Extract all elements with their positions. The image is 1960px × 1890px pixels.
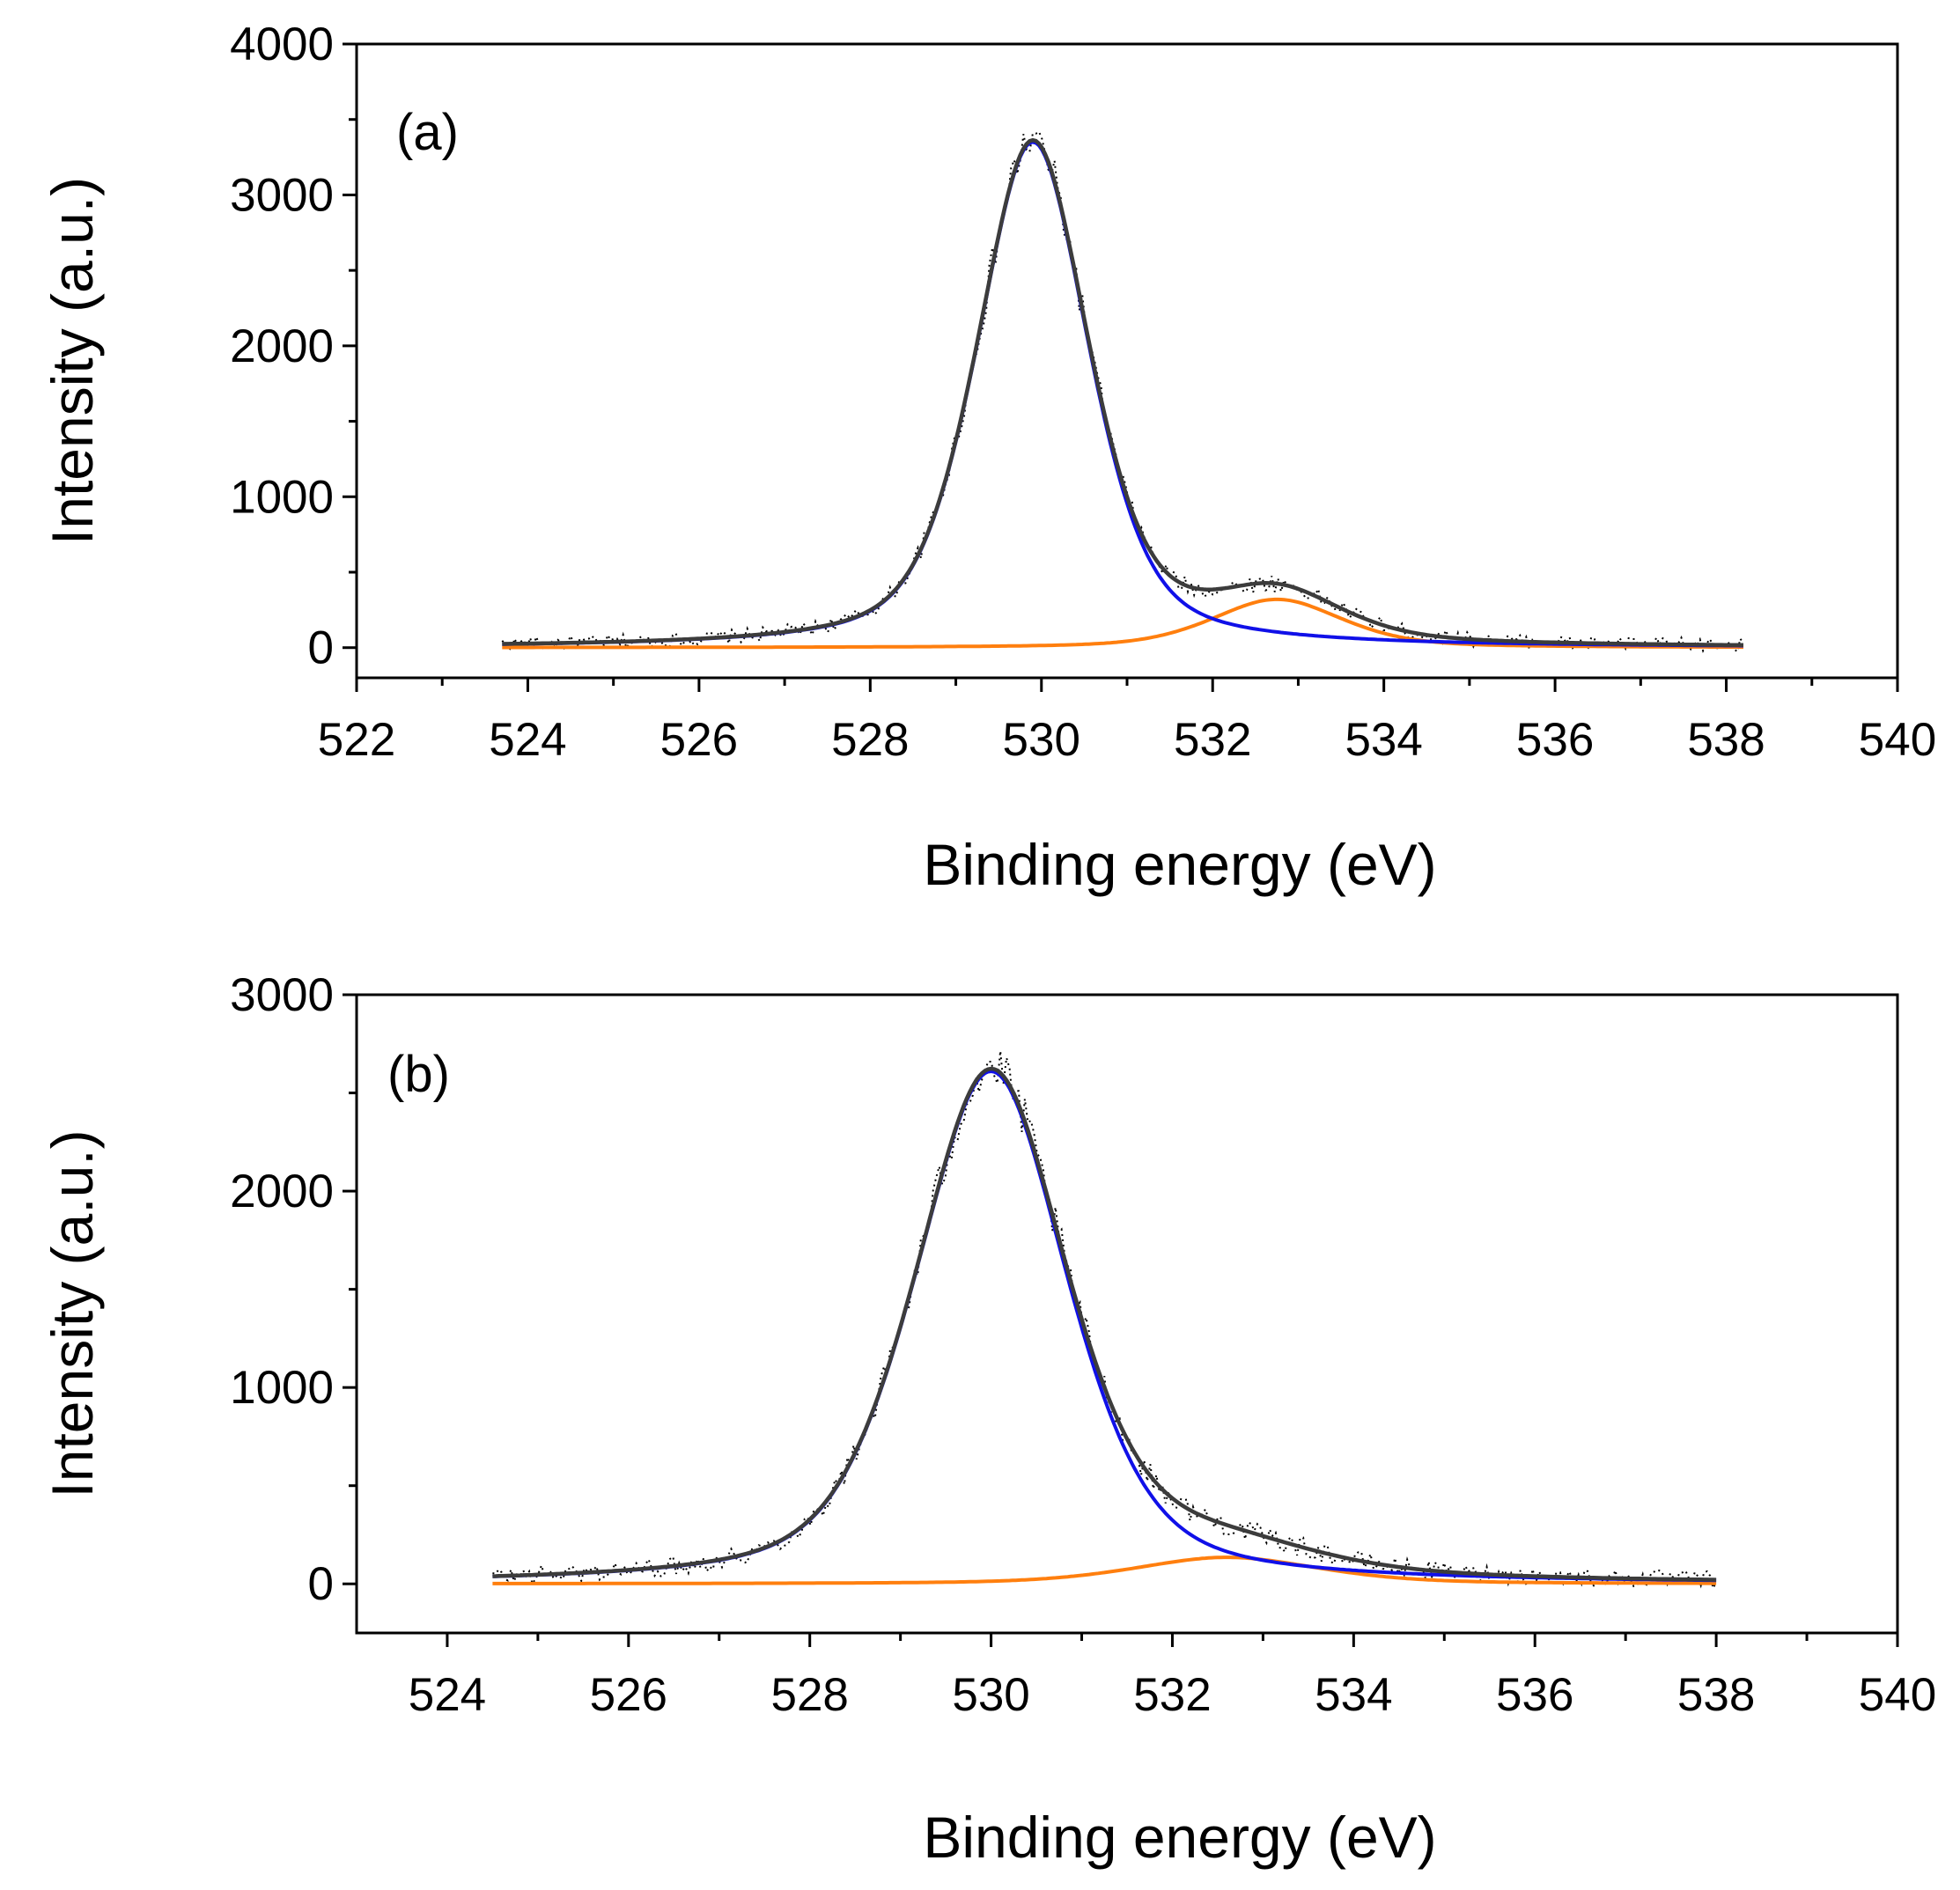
x-tick-label: 534	[1315, 1669, 1392, 1721]
x-axis-title: Binding energy (eV)	[923, 1805, 1436, 1870]
x-tick-label: 534	[1345, 714, 1422, 766]
x-tick-label: 538	[1687, 714, 1765, 766]
y-axis-title: Intensity (a.u.)	[40, 177, 105, 545]
y-axis-title: Intensity (a.u.)	[40, 1129, 105, 1497]
x-tick-label: 522	[318, 714, 395, 766]
panel-a: 522 524 526 528 530 532 534 536 538 540 0 1000 2000 3…	[40, 18, 1936, 897]
x-tick-label: 528	[770, 1669, 848, 1721]
x-tick-label: 524	[489, 714, 566, 766]
x-tick-label: 538	[1677, 1669, 1755, 1721]
x-tick-label: 530	[1003, 714, 1080, 766]
peak-1-series	[492, 1069, 1717, 1583]
y-tick-label: 4000	[230, 18, 334, 70]
peak-2-series	[492, 1555, 1717, 1585]
x-tick-label: 540	[1859, 1669, 1936, 1721]
x-axis-title: Binding energy (eV)	[923, 832, 1436, 897]
panel-b: 524 526 528 530 532 534 536 538 540 0 1000 2000 3000…	[40, 969, 1936, 1870]
peak-2-series	[502, 597, 1743, 650]
x-tick-label: 536	[1516, 714, 1594, 766]
x-tick-label: 526	[590, 1669, 667, 1721]
x-tick-label: 528	[831, 714, 909, 766]
envelope-series	[492, 1066, 1717, 1582]
experimental-data-series	[492, 1050, 1717, 1591]
y-tick-label: 0	[308, 622, 334, 674]
x-tick-label: 532	[1133, 1669, 1211, 1721]
experimental-data-series	[501, 130, 1744, 653]
x-tick-label: 536	[1496, 1669, 1573, 1721]
y-tick-label: 3000	[230, 969, 334, 1021]
x-tick-label: 526	[660, 714, 738, 766]
y-tick-label: 1000	[230, 471, 334, 523]
y-tick-label: 3000	[230, 169, 334, 221]
x-tick-label: 532	[1174, 714, 1251, 766]
panel-label: (b)	[387, 1046, 450, 1103]
y-tick-label: 1000	[230, 1362, 334, 1414]
peak-1-series	[502, 140, 1743, 648]
x-tick-label: 530	[952, 1669, 1029, 1721]
plot-frame	[355, 42, 1899, 680]
envelope-series	[502, 137, 1743, 648]
y-tick-label: 2000	[230, 1166, 334, 1217]
y-tick-label: 2000	[230, 320, 334, 372]
x-tick-label: 540	[1859, 714, 1936, 766]
y-tick-label: 0	[308, 1558, 334, 1610]
plot-frame	[355, 993, 1899, 1635]
panel-label: (a)	[396, 104, 459, 161]
x-tick-label: 524	[409, 1669, 486, 1721]
